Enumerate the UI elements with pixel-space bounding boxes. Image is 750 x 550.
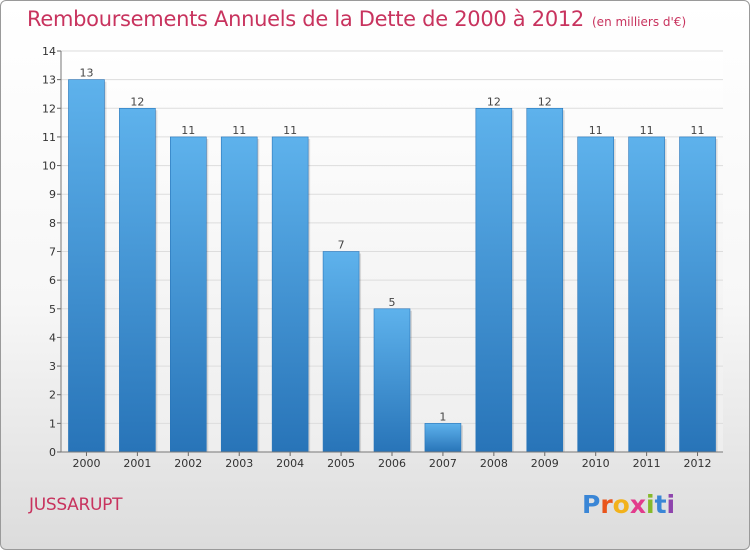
data-label: 12 (487, 95, 501, 108)
data-label: 11 (283, 124, 297, 137)
data-label: 13 (79, 67, 93, 80)
logo-letter: i (646, 490, 655, 519)
y-tick-label: 10 (42, 160, 56, 173)
x-tick-label: 2011 (633, 457, 661, 470)
y-tick-label: 12 (42, 102, 56, 115)
data-label: 12 (130, 95, 144, 108)
chart-title: Remboursements Annuels de la Dette de 20… (27, 7, 686, 31)
bar (628, 136, 665, 453)
x-tick-label: 2010 (582, 457, 610, 470)
bar (679, 136, 716, 453)
x-axis: 2000 2001 2002 2003 2004 2005 2006 2007 2008 2009… (61, 451, 723, 470)
y-tick-label: 4 (49, 331, 56, 344)
x-tick-label: 2004 (276, 457, 304, 470)
logo-letter: o (612, 490, 630, 519)
bar (424, 423, 462, 453)
y-tick-label: 7 (49, 246, 56, 259)
data-label: 11 (589, 124, 603, 137)
x-tick-label: 2012 (684, 457, 712, 470)
x-tick-label: 2007 (429, 457, 457, 470)
data-label: 11 (691, 124, 705, 137)
logo-letter: i (666, 490, 676, 519)
bar (322, 251, 360, 453)
bar (577, 136, 614, 453)
data-label: 12 (538, 95, 552, 108)
y-tick-label: 14 (42, 45, 56, 58)
logo-letter: x (629, 490, 646, 519)
data-label: 5 (389, 296, 396, 309)
chart-title-text: Remboursements Annuels de la Dette de 20… (27, 7, 584, 31)
bar (526, 107, 564, 453)
y-tick-label: 3 (49, 360, 56, 373)
y-tick-label: 9 (49, 188, 56, 201)
logo-letter: r (600, 490, 613, 519)
bar (170, 136, 207, 453)
y-tick-label: 0 (49, 446, 56, 459)
y-tick-label: 6 (49, 274, 56, 287)
proxiti-logo: Proxiti (582, 490, 675, 519)
bar (68, 79, 105, 453)
x-tick-label: 2000 (72, 457, 100, 470)
y-tick-label: 1 (49, 417, 56, 430)
y-tick-label: 5 (49, 303, 56, 316)
x-tick-label: 2009 (531, 457, 559, 470)
data-label: 7 (338, 239, 345, 252)
bar (220, 136, 258, 453)
x-tick-label: 2006 (378, 457, 406, 470)
y-tick-label: 13 (42, 74, 56, 87)
y-tick-label: 2 (49, 389, 56, 402)
bar (119, 107, 156, 453)
chart-unit: (en milliers d'€) (592, 15, 687, 29)
x-tick-label: 2003 (225, 457, 253, 470)
commune-name: JUSSARUPT (29, 495, 123, 515)
logo-letter: P (582, 490, 601, 519)
bar (373, 308, 411, 453)
y-tick-label: 11 (42, 131, 56, 144)
bar (475, 107, 513, 453)
bar (271, 136, 309, 453)
x-tick-label: 2001 (123, 457, 151, 470)
x-tick-label: 2005 (327, 457, 355, 470)
x-tick-label: 2008 (480, 457, 508, 470)
y-tick-label: 8 (49, 217, 56, 230)
data-label: 11 (640, 124, 654, 137)
bars: 13 12 11 11 11 7 5 1 12 12 11 11 11 (68, 67, 718, 453)
data-label: 11 (232, 124, 246, 137)
x-tick-label: 2002 (174, 457, 202, 470)
logo-letter: t (654, 490, 667, 519)
data-label: 1 (439, 410, 446, 423)
data-label: 11 (181, 124, 195, 137)
